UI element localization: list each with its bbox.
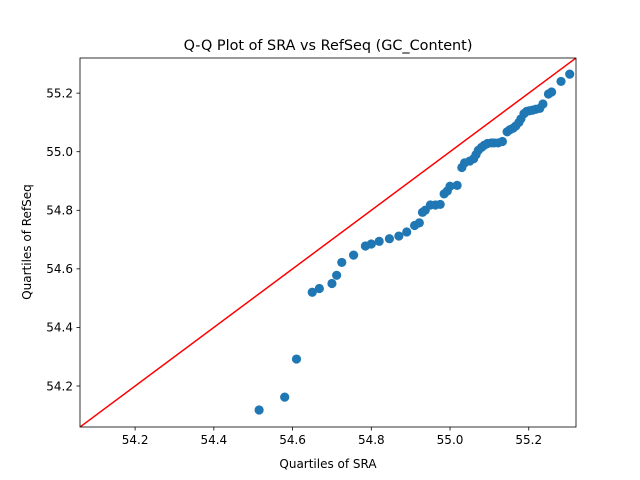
data-point [556,76,566,87]
x-tick-label: 54.4 [200,433,227,447]
x-tick-label: 55.0 [437,433,464,447]
data-point [337,257,347,268]
data-point [307,287,317,297]
x-axis-ticks: 54.2 54.4 54.6 54.8 55.0 55.2 [122,427,542,447]
data-point [445,181,455,191]
plot-area: 54.2 54.4 54.6 54.8 55.0 55.2 54.254.454.654.… [46,57,577,447]
data-point [452,180,462,190]
data-point [348,250,359,260]
y-tick-label: 54.6 [46,262,73,276]
data-point [291,354,302,364]
data-point [314,283,324,294]
data-point [332,270,342,280]
data-point [366,239,376,249]
data-point [280,392,290,402]
reference-line [80,58,576,427]
data-point [435,199,445,210]
x-tick-label: 54.6 [279,433,306,447]
y-tick-label: 54.8 [46,204,73,218]
reference-line-layer [80,58,576,427]
y-tick-label: 55.0 [46,145,73,159]
data-point [254,405,264,415]
x-tick-label: 55.2 [515,433,542,447]
x-tick-label: 54.2 [122,433,149,447]
y-tick-label: 54.4 [46,321,73,335]
y-tick-label: 54.2 [46,379,73,393]
data-point [414,218,424,228]
data-point [565,69,575,79]
data-point [327,278,337,289]
data-point [402,227,412,237]
data-point [394,231,404,241]
data-point [384,234,395,244]
y-axis-ticks: 54.2 54.4 54.6 54.8 55.0 55.2 [46,86,80,393]
data-point [374,236,384,246]
x-axis-label: Quartiles of SRA [279,457,377,471]
data-point [546,87,557,97]
axes-frame [79,57,577,428]
data-point [538,99,548,109]
y-tick-label: 55.2 [46,86,73,100]
scatter-points [254,69,575,415]
chart-title: Q-Q Plot of SRA vs RefSeq (GC_Content) [184,38,473,54]
x-tick-label: 54.8 [358,433,385,447]
data-point [497,136,507,147]
y-axis-label: Quartiles of RefSeq [20,184,34,300]
